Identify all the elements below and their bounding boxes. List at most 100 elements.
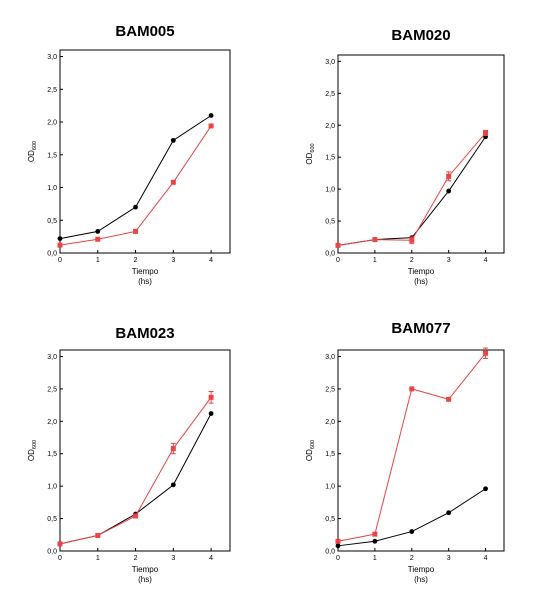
x-tick-label: 1 xyxy=(373,257,377,264)
data-point-red xyxy=(208,394,214,400)
x-tick-label: 3 xyxy=(171,257,175,264)
data-point-black xyxy=(409,529,415,534)
data-point-red xyxy=(446,173,452,179)
x-axis-label: Tiempo xyxy=(132,267,159,276)
data-point-red xyxy=(372,531,378,537)
data-point-red xyxy=(208,123,214,129)
x-axis-unit: (hs) xyxy=(414,277,428,286)
data-point-black xyxy=(446,188,452,194)
x-tick-label: 0 xyxy=(336,257,340,264)
data-point-black xyxy=(95,228,101,234)
x-tick-label: 3 xyxy=(447,257,451,264)
data-point-red xyxy=(95,532,101,538)
x-axis-unit: (hs) xyxy=(138,277,152,286)
data-point-black xyxy=(446,510,452,516)
y-tick-label: 1,5 xyxy=(47,152,57,159)
y-tick-label: 3,0 xyxy=(325,59,335,66)
series-line-black xyxy=(59,413,212,545)
y-tick-label: 1,5 xyxy=(325,155,335,162)
y-axis-label: OD600 xyxy=(305,440,316,461)
data-point-red xyxy=(483,130,489,136)
series-line-red xyxy=(59,397,212,545)
y-tick-label: 2,0 xyxy=(47,120,57,127)
data-point-black xyxy=(208,113,214,118)
data-point-black xyxy=(170,137,176,143)
data-point-black xyxy=(208,411,214,416)
y-tick-label: 0,0 xyxy=(47,251,57,258)
y-axis-label-subscript: 600 xyxy=(32,141,38,150)
series-line-black xyxy=(337,136,486,246)
y-tick-label: 0,0 xyxy=(47,549,57,556)
series-line-red xyxy=(337,132,486,246)
x-tick-label: 2 xyxy=(134,257,138,264)
plot-frame xyxy=(337,349,505,552)
plot-frame xyxy=(337,54,505,254)
x-tick-label: 1 xyxy=(373,555,377,562)
x-axis-label: Tiempo xyxy=(132,565,159,574)
y-tick-label: 2,0 xyxy=(47,419,57,426)
y-axis-label-main: OD xyxy=(305,152,314,164)
data-point-red xyxy=(57,242,63,248)
x-axis-unit: (hs) xyxy=(138,575,152,584)
chart-title: BAM020 xyxy=(391,27,450,44)
data-point-black xyxy=(483,486,488,492)
chart-title: BAM023 xyxy=(115,325,174,342)
y-tick-label: 1,0 xyxy=(325,187,335,194)
series-line-black xyxy=(59,115,212,240)
x-tick-label: 4 xyxy=(209,555,213,562)
x-tick-label: 1 xyxy=(96,555,100,562)
y-tick-label: 0,0 xyxy=(325,549,335,556)
y-tick-label: 1,0 xyxy=(325,484,335,491)
y-tick-label: 2,5 xyxy=(47,87,57,94)
y-axis-label-subscript: 600 xyxy=(310,143,316,152)
data-point-red xyxy=(335,538,341,544)
x-tick-label: 2 xyxy=(134,555,138,562)
data-point-black xyxy=(170,482,176,488)
y-tick-label: 2,5 xyxy=(325,91,335,98)
x-axis-label: Tiempo xyxy=(408,267,435,276)
data-point-red xyxy=(335,242,341,248)
x-tick-label: 1 xyxy=(96,257,100,264)
y-tick-label: 1,5 xyxy=(47,451,57,458)
y-tick-label: 0,5 xyxy=(47,218,57,225)
data-point-black xyxy=(57,236,63,241)
series-line-red xyxy=(59,125,212,246)
y-axis-label: OD600 xyxy=(27,440,38,461)
x-tick-label: 0 xyxy=(336,555,340,562)
y-axis-label-subscript: 600 xyxy=(310,440,316,449)
data-point-red xyxy=(446,396,452,402)
x-tick-label: 4 xyxy=(484,555,488,562)
x-tick-label: 2 xyxy=(410,555,414,562)
data-point-red xyxy=(95,236,101,242)
y-tick-label: 2,5 xyxy=(47,386,57,393)
data-point-red xyxy=(483,350,489,356)
y-axis-label-main: OD xyxy=(305,449,314,461)
plot-frame xyxy=(59,49,231,254)
y-axis-label-main: OD xyxy=(27,150,36,162)
y-tick-label: 0,5 xyxy=(47,516,57,523)
y-tick-label: 0,5 xyxy=(325,516,335,523)
x-tick-label: 0 xyxy=(58,257,62,264)
chart-title: BAM077 xyxy=(391,320,450,337)
chart-panel-bam005: BAM005 0,0 0,5 1,0 1,5 2,0 2,5 3,0 0 1 2 3 4 Tiempo(h… xyxy=(27,23,231,286)
y-tick-label: 1,0 xyxy=(47,484,57,491)
y-tick-label: 0,5 xyxy=(325,219,335,226)
data-point-red xyxy=(409,237,415,243)
y-tick-label: 3,0 xyxy=(325,354,335,361)
chart-panel-bam077: BAM077 0,0 0,5 1,0 1,5 2,0 2,5 3,0 0 1 2 3 4 Tiempo(h… xyxy=(305,320,505,584)
x-tick-label: 2 xyxy=(410,257,414,264)
y-tick-label: 3,0 xyxy=(47,354,57,361)
x-tick-label: 3 xyxy=(171,555,175,562)
y-tick-label: 3,0 xyxy=(47,54,57,61)
y-tick-label: 2,0 xyxy=(325,419,335,426)
x-axis-label: Tiempo xyxy=(408,565,435,574)
data-point-black xyxy=(133,204,138,210)
x-tick-label: 3 xyxy=(447,555,451,562)
data-point-red xyxy=(133,228,139,234)
data-point-red xyxy=(409,386,415,392)
x-tick-label: 4 xyxy=(484,257,488,264)
data-point-red xyxy=(133,513,139,519)
chart-panel-bam020: BAM020 0,0 0,5 1,0 1,5 2,0 2,5 3,0 0 1 2 3 4 Tiempo(h… xyxy=(305,27,505,286)
plot-frame xyxy=(59,349,231,552)
data-point-black xyxy=(335,543,341,549)
